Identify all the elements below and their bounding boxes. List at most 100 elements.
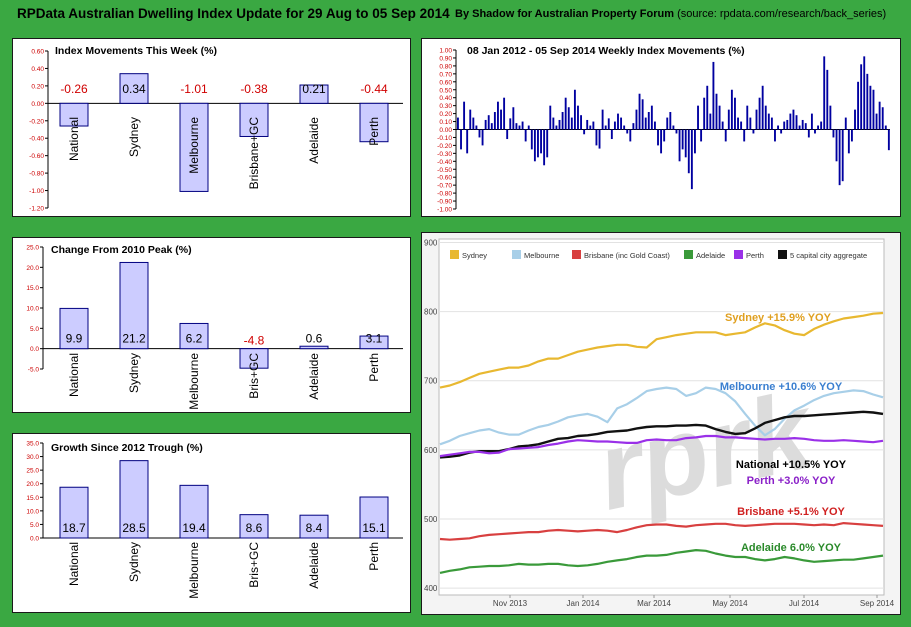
y-tick-label: -1.20 [29,206,44,213]
legend-label: Adelaide [696,251,725,260]
weekly-bar [537,129,539,158]
weekly-bar [681,129,684,150]
weekly-bar [613,121,616,130]
weekly-bar [512,107,515,130]
series-line-brisbane [439,522,884,541]
weekly-bar [875,113,878,130]
weekly-bar [595,129,598,146]
value-label: 8.4 [306,521,323,535]
chart-title: 08 Jan 2012 - 05 Sep 2014 Weekly Index M… [467,45,745,57]
weekly-bar [598,129,601,149]
y-tick-label: 0.80 [439,63,452,70]
weekly-bar [684,129,687,158]
bar-adelaide [299,84,329,104]
weekly-bar [457,117,459,130]
weekly-bar [610,129,613,140]
weekly-bar [697,105,699,130]
weekly-bar [810,113,813,130]
weekly-bar [647,112,650,130]
weekly-bar [463,101,466,130]
weekly-bar [841,129,844,182]
category-label: Adelaide [307,353,321,400]
weekly-bar [844,117,847,130]
series-line-sydney [439,311,884,389]
legend-swatch [778,250,787,259]
y-tick-label: 0.50 [439,87,452,94]
weekly-bar [734,97,736,130]
y-tick-label: 10.0 [26,508,39,515]
weekly-bar [709,113,712,130]
series-annotation: National +10.5% YOY [736,459,847,471]
weekly-bar [786,119,789,130]
bar-national [59,102,89,127]
weekly-bar [484,119,487,130]
header-bar: RPData Australian Dwelling Index Update … [0,0,911,28]
chart-weekly-history: 08 Jan 2012 - 05 Sep 2014 Weekly Index M… [437,45,890,214]
weekly-bar [564,97,567,130]
y-tick-label: -0.50 [437,167,452,174]
y-tick-label: 600 [424,446,438,455]
weekly-bar [524,129,527,142]
bar-perth [359,335,389,350]
category-label: Perth [367,542,381,571]
category-label: Sydney [127,542,141,582]
weekly-bar [737,117,739,130]
weekly-bar [847,129,850,154]
y-tick-label: -0.40 [437,159,452,166]
weekly-bar [567,107,570,130]
y-tick-label: -0.10 [437,135,452,142]
weekly-bar [527,125,530,130]
weekly-bar [780,129,783,134]
category-label: National [67,117,81,161]
weekly-bar [835,129,838,162]
weekly-bar [724,129,727,142]
weekly-bar [540,129,542,154]
weekly-bar [872,89,875,130]
weekly-bar [663,129,666,142]
weekly-bar [755,109,758,130]
legend-swatch [572,250,581,259]
y-tick-label: 0.00 [439,127,452,134]
y-tick-label: 25.0 [26,468,39,475]
y-tick-label: 0.0 [30,536,39,543]
value-label: 28.5 [122,521,146,535]
y-tick-label: 0.20 [31,83,44,90]
category-label: Perth [367,353,381,382]
weekly-bar [635,109,638,130]
y-tick-label: -0.70 [437,183,452,190]
bar-brisbane-gc [239,102,269,137]
weekly-bar [678,129,681,162]
weekly-bar [638,93,641,130]
weekly-bar [558,119,561,130]
weekly-bar [506,129,509,140]
legend-label: Brisbane (inc Gold Coast) [584,251,670,260]
chart-change-from-peak: Change From 2010 Peak (%) 25.0 20.0 15.0 10.… [26,244,403,410]
weekly-bar [546,129,549,158]
weekly-bar [641,99,644,130]
weekly-bar [884,125,887,130]
weekly-bar [878,101,881,130]
weekly-bar [472,117,475,130]
weekly-bar [783,121,786,130]
weekly-bar [860,64,863,130]
weekly-bar [712,61,715,130]
weekly-bar [887,129,890,151]
weekly-bar [764,105,767,130]
y-tick-label: 800 [424,308,438,317]
value-label: 18.7 [62,521,86,535]
weekly-bar [629,129,632,142]
weekly-bar [814,129,816,134]
category-label: Melbourne [187,542,201,599]
page-title: RPData Australian Dwelling Index Update … [17,6,450,21]
y-tick-label: 1.00 [439,48,452,55]
weekly-bar [690,129,693,190]
weekly-bar [761,85,764,130]
weekly-bar [854,109,856,130]
weekly-bar [583,129,586,135]
weekly-bar [746,105,749,130]
weekly-bar [804,123,807,130]
legend-swatch [684,250,693,259]
chart-weekly-movements-panel: Index Movements This Week (%) 0.60 0.40 0.2… [12,38,411,217]
weekly-bar [798,125,801,130]
y-tick-label: -5.0 [28,367,40,374]
